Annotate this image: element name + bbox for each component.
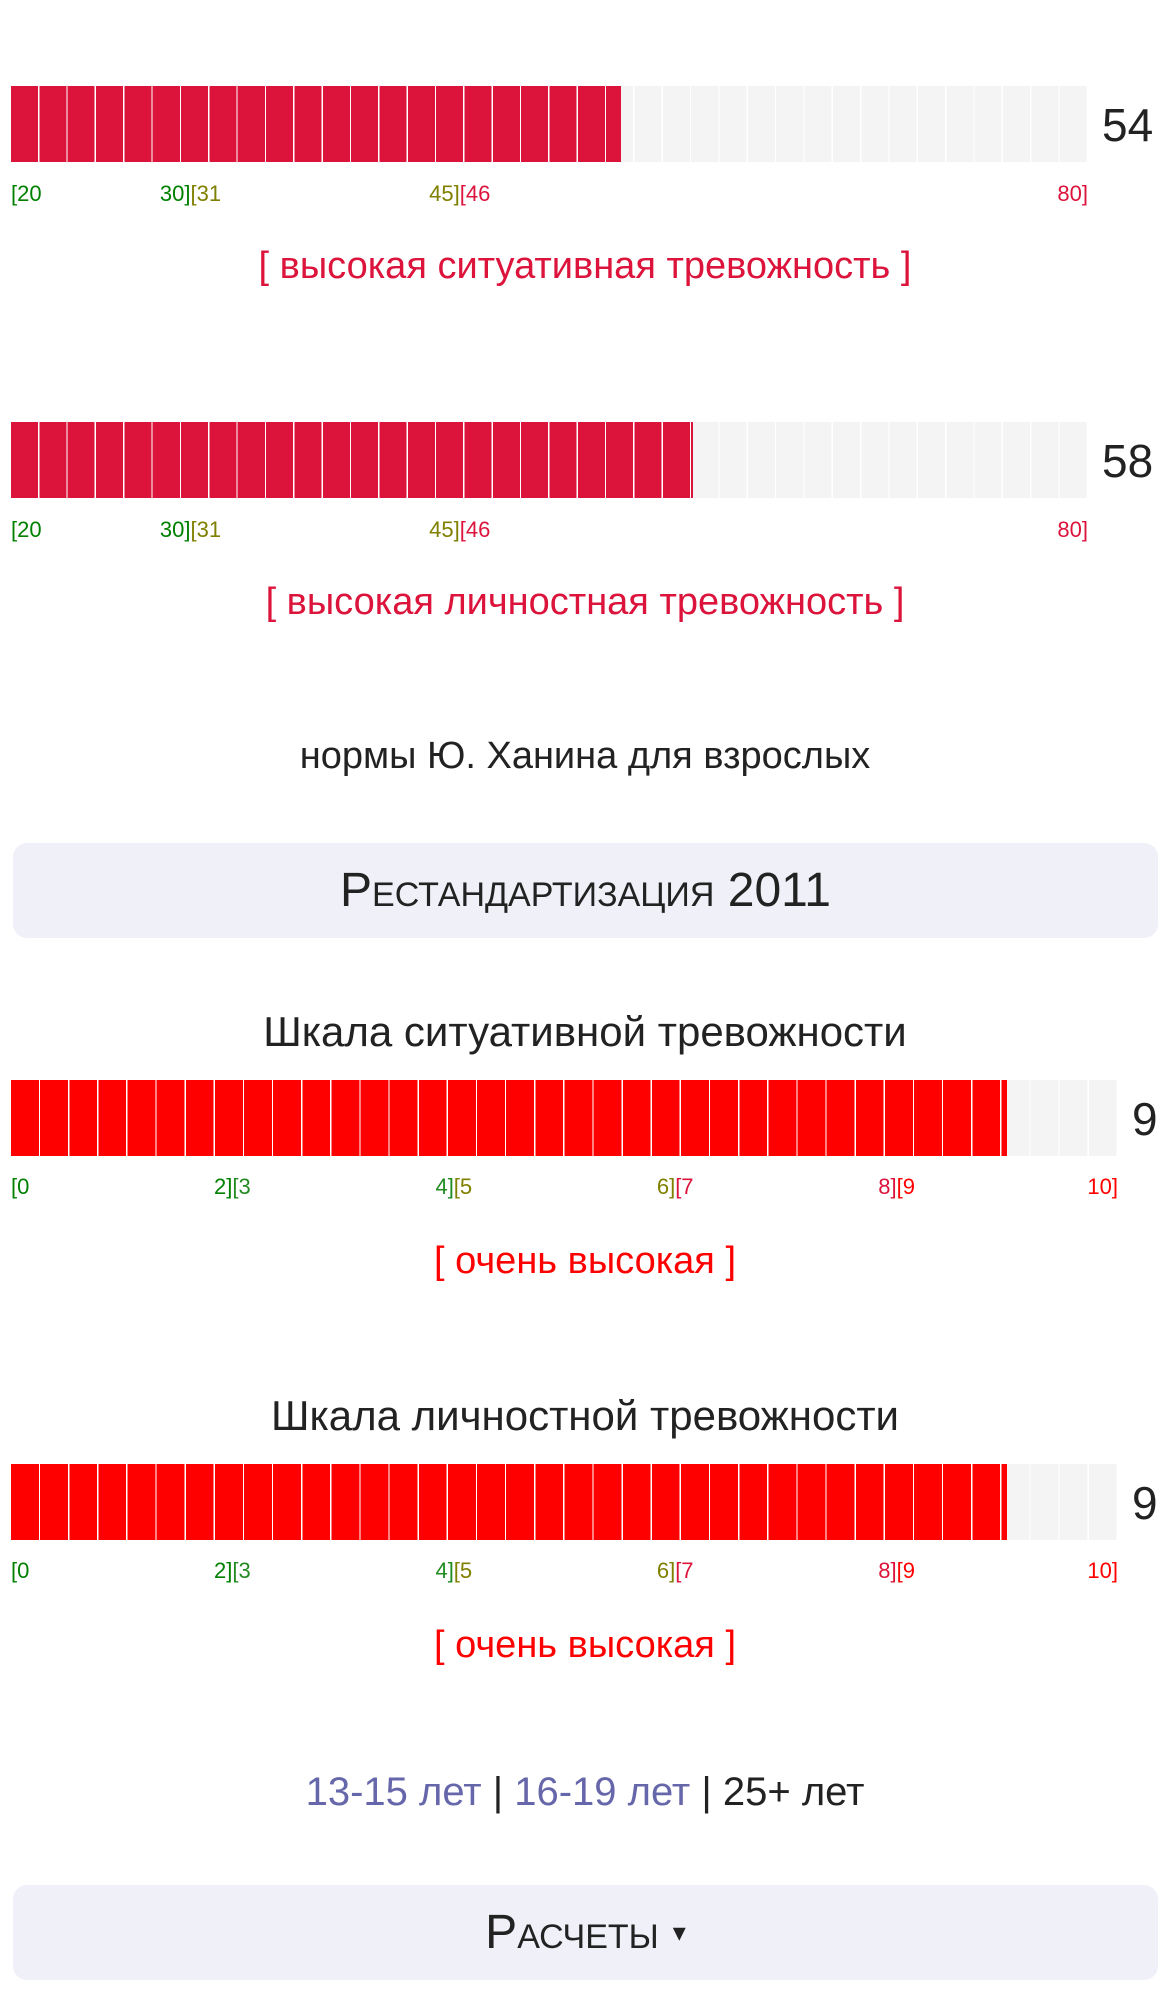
scale-title: Шкала личностной тревожности: [270, 1392, 900, 1439]
score-value: 58: [1102, 435, 1154, 487]
range-start-label: [5: [453, 1174, 473, 1199]
bar-segments: [11, 1080, 1118, 1156]
bar-segments: [11, 422, 1088, 498]
separator: |: [701, 1770, 712, 1814]
age-current-25-plus: 25+ лет: [722, 1770, 865, 1814]
range-start-label: [46: [459, 181, 491, 206]
norms-note: нормы Ю. Ханина для взрослых: [299, 735, 871, 777]
range-start-label: [46: [459, 517, 491, 542]
age-norms-links: 13-15 лет | 16-19 лет | 25+ лет: [0, 1770, 1170, 1815]
score-bar: [11, 86, 1088, 162]
score-bar: [11, 1464, 1118, 1540]
range-start-label: [9: [896, 1174, 915, 1199]
score-interpretation: [ очень высокая ]: [433, 1624, 737, 1666]
range-end-label: 80]: [1057, 181, 1088, 206]
range-start-label: [3: [232, 1558, 251, 1583]
score-value: 9: [1132, 1477, 1158, 1529]
range-start-label: [0: [11, 1558, 30, 1583]
bar-segments: [11, 1464, 1118, 1540]
range-start-label: [31: [190, 181, 222, 206]
score-interpretation: [ высокая личностная тревожность ]: [265, 581, 905, 623]
range-start-label: [7: [675, 1558, 694, 1583]
range-end-label: 10]: [1087, 1558, 1118, 1583]
age-link-13-15[interactable]: 13-15 лет: [305, 1770, 482, 1814]
score-interpretation: [ очень высокая ]: [433, 1240, 737, 1282]
range-end-label: 6]: [656, 1558, 676, 1583]
range-end-label: 4]: [435, 1174, 454, 1199]
restandardization-label: Рестандартизация 2011: [340, 864, 831, 917]
score-bar: [11, 1080, 1118, 1156]
score-value: 9: [1132, 1093, 1158, 1145]
separator: |: [492, 1770, 504, 1814]
range-start-label: [3: [232, 1174, 251, 1199]
dropdown-arrow-icon: ▾: [672, 1917, 686, 1947]
range-end-label: 10]: [1087, 1174, 1118, 1199]
range-end-label: 80]: [1057, 517, 1088, 542]
range-start-label: [5: [453, 1558, 473, 1583]
calculations-button[interactable]: Расчеты ▾: [13, 1885, 1158, 1980]
score-value: 54: [1102, 99, 1154, 151]
range-start-label: [20: [11, 181, 42, 206]
range-end-label: 8]: [878, 1558, 897, 1583]
range-end-label: 2]: [214, 1174, 233, 1199]
range-end-label: 4]: [435, 1558, 454, 1583]
score-interpretation: [ высокая ситуативная тревожность ]: [258, 245, 912, 287]
range-end-label: 8]: [878, 1174, 897, 1199]
range-end-label: 2]: [214, 1558, 233, 1583]
range-end-label: 30]: [159, 517, 191, 542]
range-start-label: [7: [675, 1174, 694, 1199]
range-end-label: 45]: [429, 517, 460, 542]
range-end-label: 45]: [429, 181, 460, 206]
range-start-label: [31: [190, 517, 222, 542]
range-start-label: [20: [11, 517, 42, 542]
restandardization-button[interactable]: Рестандартизация 2011: [13, 843, 1158, 938]
range-end-label: 6]: [656, 1174, 676, 1199]
bar-segments: [11, 86, 1088, 162]
calculations-label: Расчеты: [485, 1906, 659, 1959]
range-end-label: 30]: [159, 181, 191, 206]
age-link-16-19[interactable]: 16-19 лет: [514, 1770, 691, 1814]
scale-title: Шкала ситуативной тревожности: [263, 1008, 907, 1055]
range-start-label: [9: [896, 1558, 915, 1583]
score-bar: [11, 422, 1088, 498]
range-start-label: [0: [11, 1174, 30, 1199]
